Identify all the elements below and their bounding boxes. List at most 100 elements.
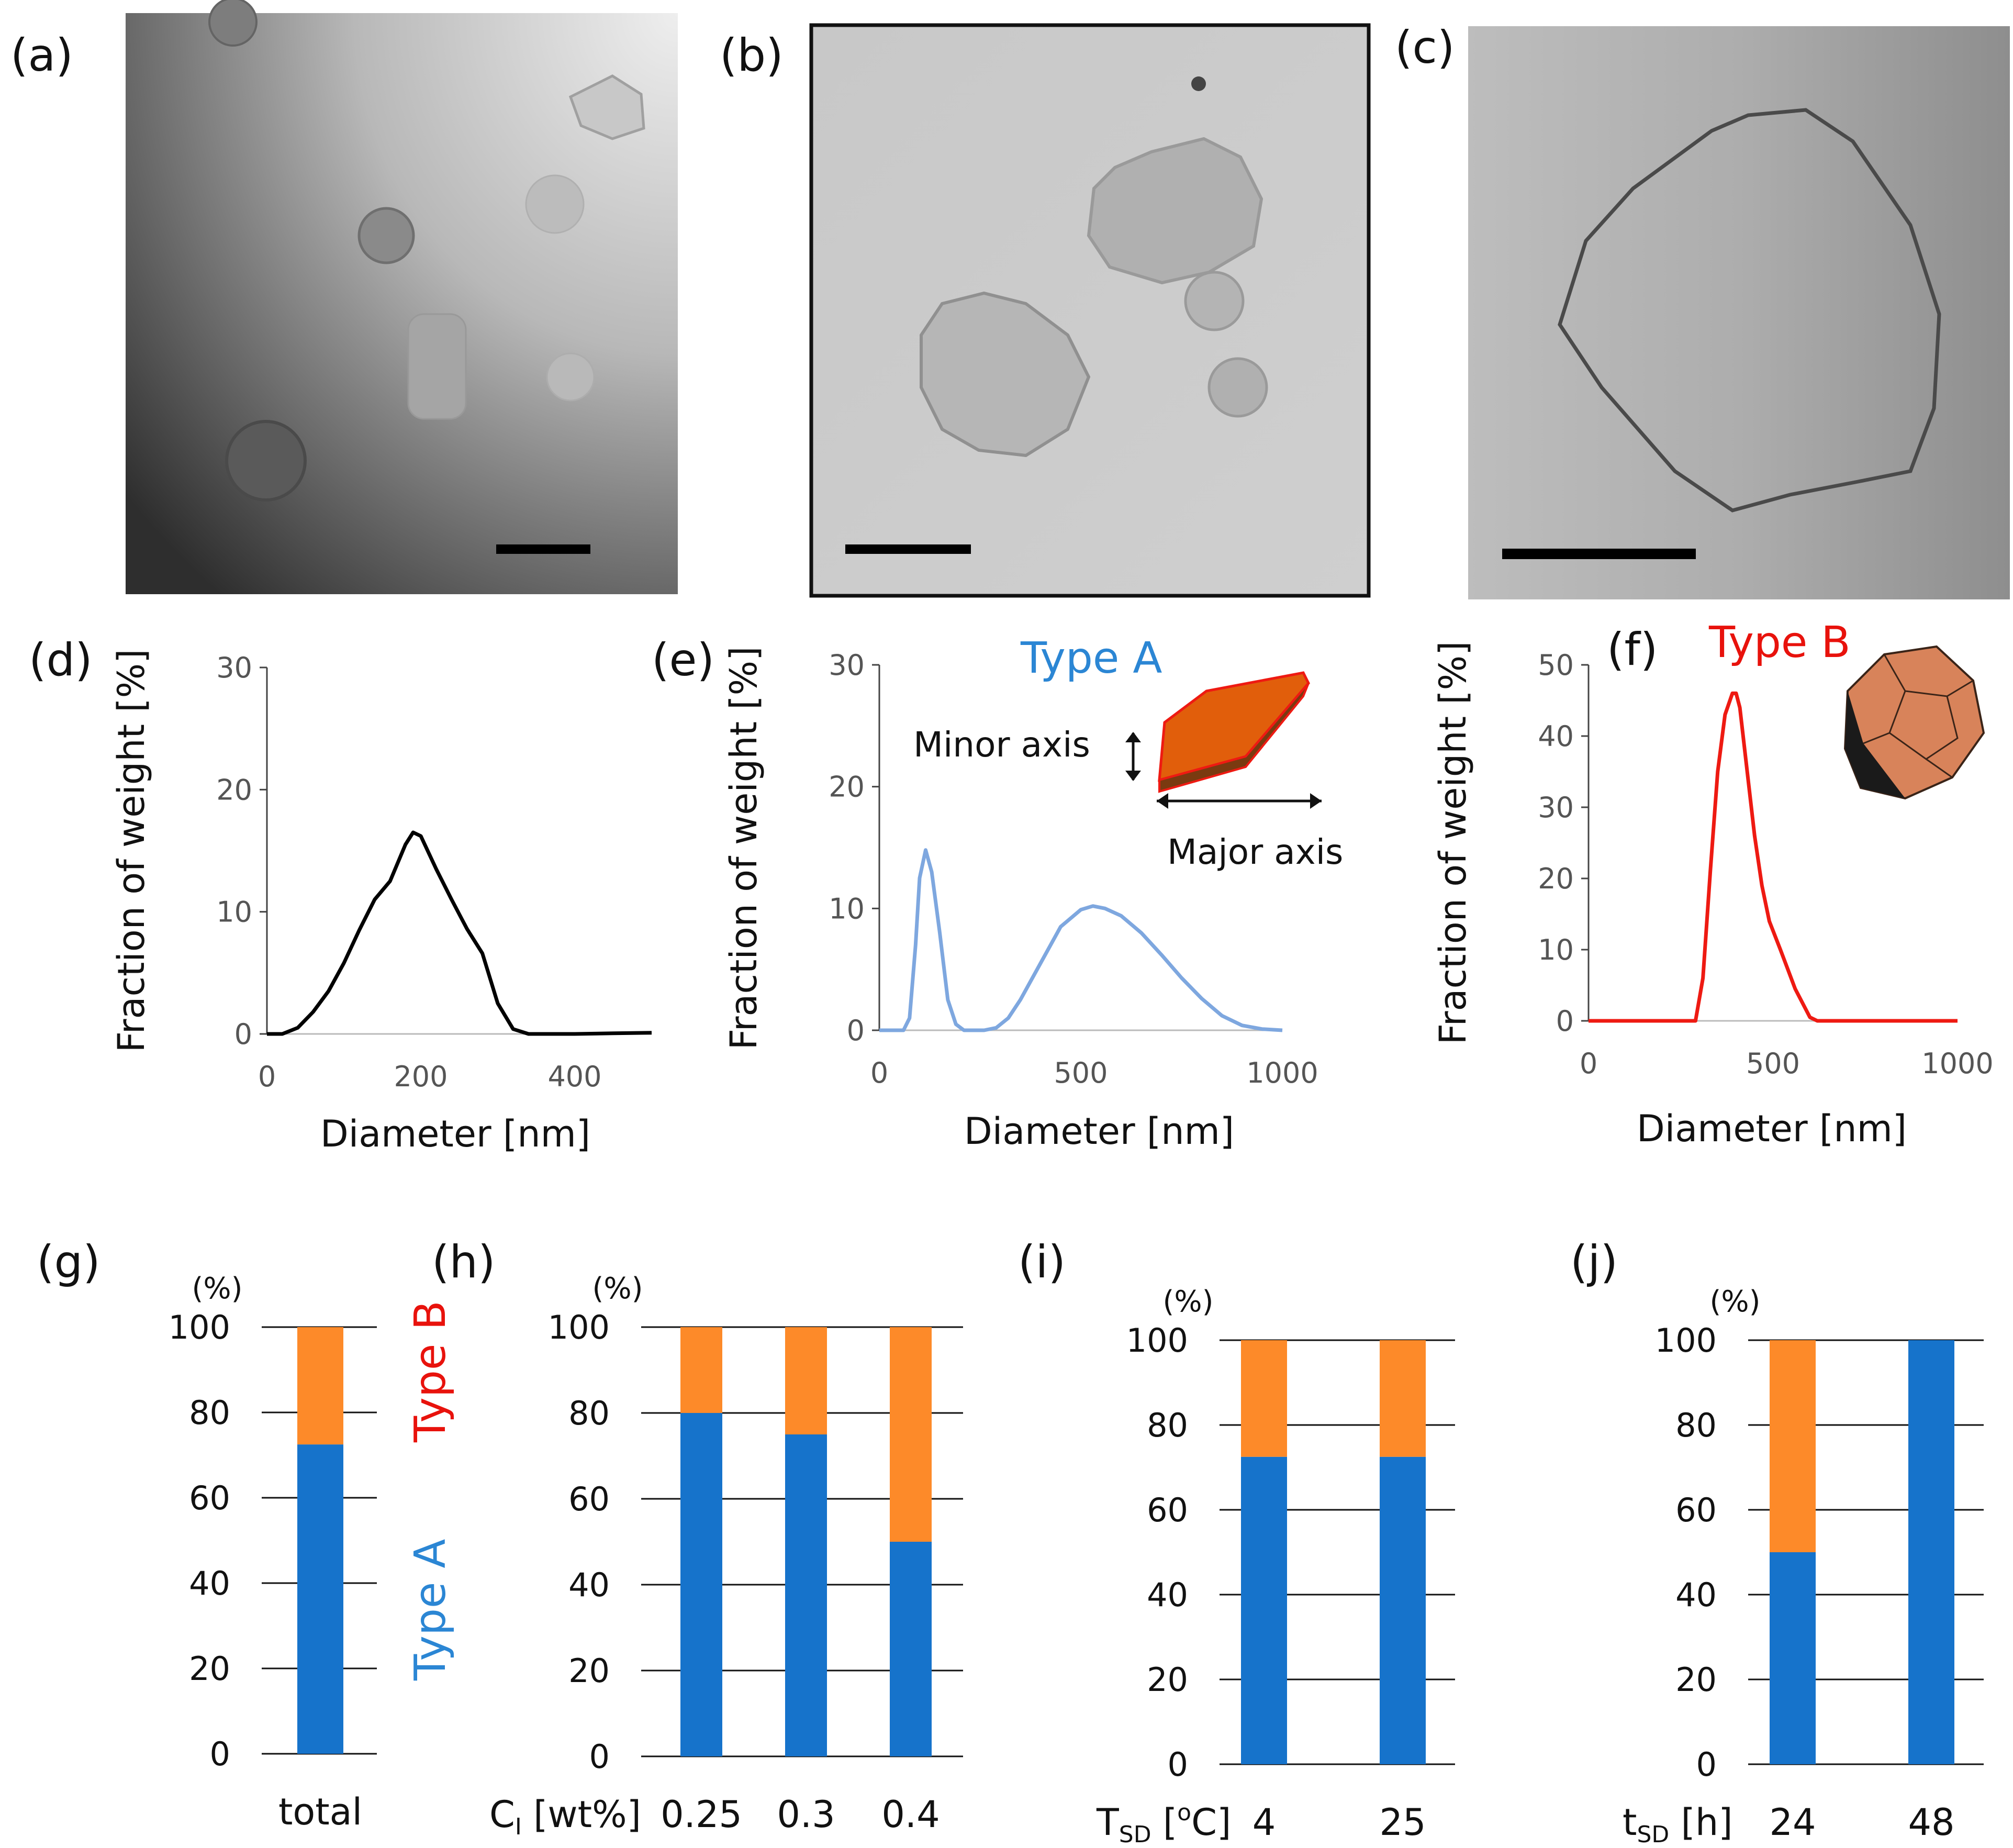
x-tick-label: 500: [1054, 1056, 1108, 1089]
y-tick-label: 20: [568, 1652, 610, 1690]
bar-type-a-total: [297, 1444, 343, 1754]
panel-label-g: (g): [37, 1236, 100, 1288]
y-tick-label: 0: [210, 1735, 230, 1773]
y-tick-label: 40: [189, 1564, 230, 1602]
panel-label-h: (h): [432, 1236, 496, 1288]
y-tick-label: 40: [568, 1566, 610, 1604]
bar-type-b-0.3: [785, 1327, 827, 1434]
y-tick-label: 60: [1675, 1491, 1717, 1529]
x-category-label: total: [278, 1790, 362, 1833]
y-tick-label: 40: [1147, 1576, 1188, 1614]
series-line-total: [267, 830, 652, 1036]
x-tick-label: 1000: [1246, 1056, 1318, 1089]
type-b-title: Type B: [1708, 618, 1851, 667]
bar-type-a-0.4: [890, 1542, 932, 1756]
panel-label-d: (d): [29, 634, 93, 686]
series-line-type-a: [879, 848, 1283, 1032]
arrow-left-icon: [1157, 793, 1168, 809]
arrow-down-icon: [1125, 771, 1141, 781]
y-tick-label: 30: [216, 651, 252, 684]
polyhedron-facets: [1863, 654, 1974, 778]
panel-label-f: (f): [1607, 624, 1658, 676]
panel-label-i: (i): [1018, 1236, 1066, 1288]
minor-axis-label: Minor axis: [913, 725, 1090, 765]
type-a-title: Type A: [1020, 633, 1162, 683]
panel-label-c: (c): [1395, 21, 1455, 74]
y-tick-label: 0: [1168, 1745, 1188, 1784]
y-tick-label: 80: [1147, 1406, 1188, 1444]
y-tick-label: 30: [1538, 791, 1574, 824]
bar-type-a-48: [1908, 1340, 1954, 1764]
y-axis-title: Fraction of weight [%]: [722, 647, 765, 1050]
y-tick-label: 20: [829, 771, 865, 804]
scale-bar: [1502, 549, 1696, 559]
y-tick-label: 0: [589, 1738, 610, 1776]
major-axis-label: Major axis: [1167, 832, 1343, 872]
y-tick-label: 20: [216, 773, 252, 806]
y-tick-label: 100: [548, 1308, 610, 1346]
x-axis-title: Diameter [nm]: [964, 1110, 1234, 1153]
y-tick-label: 20: [1538, 862, 1574, 895]
chart-g: 0 20 40 60 80 100(%) total: [169, 1272, 377, 1833]
x-tick-label: 200: [394, 1060, 448, 1093]
y-tick-label: 100: [1126, 1321, 1188, 1360]
y-tick-label: 80: [568, 1394, 610, 1432]
x-category-label: 4: [1252, 1801, 1276, 1844]
panel-label-e: (e): [652, 634, 714, 686]
chart-e: 0 10 20 30 0 500 1000 Diameter [nm] Fraction of …: [722, 647, 1318, 1153]
y-tick-label: 20: [189, 1650, 230, 1688]
bar-type-b-0.4: [890, 1327, 932, 1542]
x-category-label: 25: [1379, 1801, 1426, 1844]
x-category-label: 24: [1769, 1801, 1816, 1844]
y-axis-title: Fraction of weight [%]: [1432, 641, 1474, 1045]
bar-type-b-total: [297, 1327, 343, 1445]
type-a-inset: Type A Minor axis Major axis: [913, 633, 1343, 872]
y-tick-label: 60: [1147, 1491, 1188, 1529]
y-tick-label: 0: [847, 1014, 865, 1047]
x-axis-title: Diameter [nm]: [1637, 1107, 1907, 1150]
y-tick-label: 20: [1147, 1661, 1188, 1699]
x-category-label: 0.25: [661, 1793, 742, 1836]
x-axis-title: Diameter [nm]: [320, 1112, 590, 1155]
y-tick-label: 80: [1675, 1406, 1717, 1444]
x-category-label: 0.4: [881, 1793, 940, 1836]
x-tick-label: 500: [1746, 1047, 1800, 1080]
panel-label-b: (b): [720, 29, 784, 82]
y-tick-label: 80: [189, 1394, 230, 1432]
type-b-annotation: Type B: [406, 1300, 455, 1443]
bar-type-b-24: [1770, 1340, 1816, 1552]
x-axis-title: tSD [h]: [1623, 1801, 1733, 1848]
x-category-label: 0.3: [777, 1793, 835, 1836]
y-tick-label: 0: [1556, 1005, 1574, 1038]
x-tick-label: 1000: [1921, 1047, 1993, 1080]
y-tick-label: 0: [234, 1018, 252, 1051]
x-tick-label: 0: [1580, 1047, 1597, 1080]
x-axis-title: CI [wt%]: [489, 1793, 641, 1840]
y-unit-label: (%): [592, 1272, 643, 1306]
y-tick-label: 20: [1675, 1661, 1717, 1699]
chart-j: 0 20 40 60 80 100(%) 24 48 tSD [h]: [1623, 1285, 1984, 1848]
micrograph-a: [126, 0, 678, 594]
bar-type-a-24: [1770, 1552, 1816, 1764]
y-unit-label: (%): [1710, 1285, 1761, 1319]
bar-type-b-4: [1241, 1340, 1287, 1457]
x-tick-label: 400: [547, 1060, 601, 1093]
bar-type-a-0.25: [680, 1413, 722, 1756]
panel-label-j: (j): [1570, 1236, 1618, 1288]
bar-type-b-0.25: [680, 1327, 722, 1413]
x-tick-label: 0: [258, 1060, 276, 1093]
x-category-label: 48: [1908, 1801, 1954, 1844]
y-tick-label: 10: [829, 892, 865, 925]
scale-bar: [496, 544, 590, 554]
chart-d: 0 10 20 30 0 200 400 Diameter [nm] Fraction of w…: [110, 649, 652, 1155]
y-axis-title: Fraction of weight [%]: [110, 649, 153, 1053]
micrograph-b: [809, 23, 1371, 598]
type-b-inset: Type B: [1708, 618, 1985, 800]
y-tick-label: 100: [1655, 1321, 1717, 1360]
y-tick-label: 0: [1696, 1745, 1717, 1784]
platelet-edge: [1158, 682, 1310, 793]
series-line-type-b: [1589, 691, 1958, 1023]
type-a-annotation: Type A: [406, 1539, 455, 1681]
